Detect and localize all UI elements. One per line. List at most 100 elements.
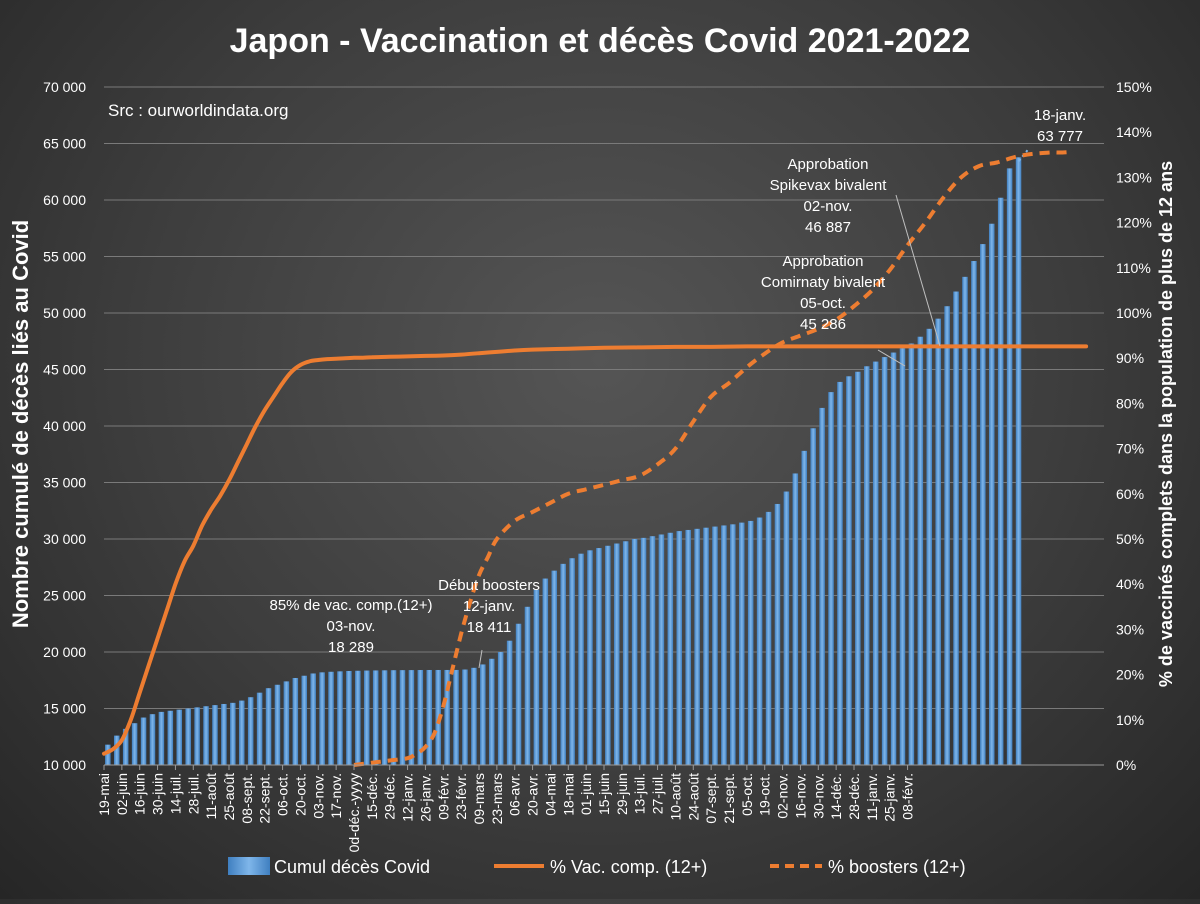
y-tick-label: 65 000 bbox=[43, 136, 86, 152]
x-tick-label: 11-janv. bbox=[864, 773, 880, 821]
y2-tick-label: 0% bbox=[1116, 757, 1136, 773]
bar bbox=[471, 667, 477, 765]
x-tick-label: 20-oct. bbox=[292, 773, 308, 816]
y2-tick-label: 150% bbox=[1116, 79, 1152, 95]
bar bbox=[203, 706, 209, 765]
bar bbox=[328, 671, 334, 765]
bar bbox=[274, 684, 281, 765]
y-tick-label: 60 000 bbox=[43, 192, 86, 208]
x-tick-label: 09-mars bbox=[471, 773, 487, 824]
x-tick-label: 10-août bbox=[667, 773, 683, 821]
x-tick-label: 17-nov. bbox=[328, 773, 344, 819]
bar bbox=[765, 511, 772, 765]
bar bbox=[497, 652, 504, 765]
bar bbox=[533, 589, 540, 765]
y-tick-label: 10 000 bbox=[43, 757, 86, 773]
vaccination-line bbox=[102, 344, 1089, 756]
bar bbox=[301, 675, 308, 765]
bar bbox=[560, 563, 566, 765]
chart-title: Japon - Vaccination et décès Covid 2021-… bbox=[230, 22, 971, 60]
bar bbox=[962, 276, 968, 765]
bar bbox=[988, 223, 995, 766]
x-tick-label: 25-août bbox=[221, 773, 237, 821]
legend-label-boosters: % boosters (12+) bbox=[828, 857, 966, 877]
x-tick-label: 21-sept. bbox=[721, 773, 737, 824]
bar bbox=[953, 291, 959, 765]
bar bbox=[971, 261, 977, 765]
y-tick-label: 25 000 bbox=[43, 588, 86, 604]
bar bbox=[399, 670, 406, 765]
x-tick-label: 16-nov. bbox=[792, 773, 808, 819]
bar bbox=[1006, 168, 1013, 766]
bar bbox=[855, 371, 861, 765]
bar bbox=[980, 244, 986, 765]
y2-tick-label: 70% bbox=[1116, 441, 1144, 457]
legend-label-vac: % Vac. comp. (12+) bbox=[550, 857, 707, 877]
bar bbox=[265, 688, 272, 765]
x-tick-label: 14-juil. bbox=[167, 773, 183, 814]
y2-tick-label: 100% bbox=[1116, 305, 1152, 321]
x-tick-label: 28-juil. bbox=[185, 773, 201, 814]
bar bbox=[390, 670, 397, 765]
y-tick-label: 45 000 bbox=[43, 362, 86, 378]
bar bbox=[310, 673, 316, 765]
x-tick-label: 02-nov. bbox=[775, 773, 791, 819]
annotation-text: Spikevax bivalent bbox=[770, 177, 888, 194]
x-tick-label: 09-févr. bbox=[435, 773, 451, 820]
y-tick-label: 50 000 bbox=[43, 305, 86, 321]
y2-tick-label: 20% bbox=[1116, 667, 1144, 683]
boosters-line bbox=[353, 150, 1069, 767]
bar bbox=[694, 528, 700, 765]
x-tick-label: 22-sept. bbox=[257, 773, 273, 824]
bar bbox=[480, 664, 486, 765]
x-tick-label: 15-juin bbox=[596, 773, 612, 815]
bar bbox=[605, 545, 611, 765]
bar bbox=[730, 524, 736, 765]
annotation-text: 63 777 bbox=[1037, 128, 1083, 145]
bar bbox=[837, 381, 843, 765]
y2-tick-label: 110% bbox=[1116, 260, 1151, 276]
annotation-text: 18 411 bbox=[467, 619, 512, 636]
bar bbox=[337, 671, 343, 765]
x-tick-label: 14-déc. bbox=[828, 773, 844, 820]
annotation-leader bbox=[478, 649, 483, 669]
bar bbox=[703, 527, 709, 765]
x-tick-label: 26-janv. bbox=[417, 773, 433, 822]
x-tick-label: 30-nov. bbox=[810, 773, 826, 819]
legend-label-bars: Cumul décès Covid bbox=[274, 857, 430, 877]
annotation-text: 18 289 bbox=[328, 639, 374, 656]
x-tick-label: 15-déc. bbox=[364, 773, 380, 820]
bar bbox=[113, 735, 120, 765]
bar bbox=[819, 407, 825, 765]
bar bbox=[756, 517, 763, 765]
annotation-text: Comirnaty bivalent bbox=[761, 274, 886, 291]
bar bbox=[453, 669, 459, 765]
bar bbox=[1015, 157, 1022, 766]
bar bbox=[363, 670, 370, 765]
bar bbox=[935, 318, 941, 765]
y2-axis-label: % de vaccinés complets dans la populatio… bbox=[1156, 161, 1176, 687]
annotation-text: 02-nov. bbox=[804, 198, 853, 215]
y2-tick-label: 50% bbox=[1116, 531, 1144, 547]
annotation-leader bbox=[877, 349, 906, 367]
bar bbox=[685, 529, 691, 765]
y2-tick-label: 120% bbox=[1116, 215, 1152, 231]
x-tick-label: 19-oct. bbox=[757, 773, 773, 816]
bar bbox=[667, 532, 674, 765]
x-tick-label: 20-avr. bbox=[525, 773, 541, 816]
bar bbox=[149, 714, 156, 765]
bar bbox=[917, 336, 924, 765]
bar bbox=[801, 450, 808, 765]
y-tick-label: 30 000 bbox=[43, 531, 86, 547]
bar bbox=[997, 197, 1004, 766]
x-tick-label: 08-févr. bbox=[900, 773, 916, 820]
bar bbox=[944, 306, 950, 765]
x-tick-label: 12-janv. bbox=[400, 773, 416, 822]
annotation-leader bbox=[895, 194, 941, 347]
bar bbox=[355, 670, 361, 765]
bar bbox=[676, 531, 683, 765]
bar bbox=[444, 669, 450, 765]
bar bbox=[176, 709, 183, 765]
